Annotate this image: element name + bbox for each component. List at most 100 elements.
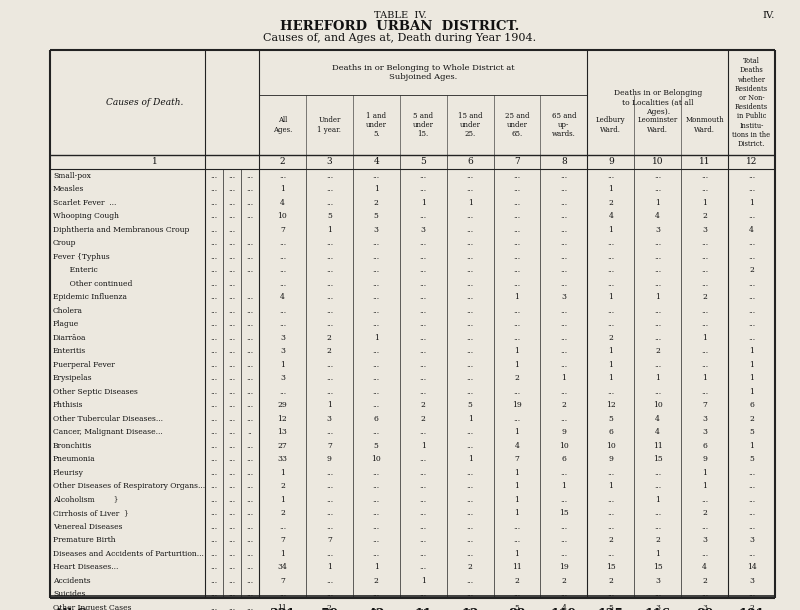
Text: ...: ... [514,280,521,288]
Text: 5: 5 [327,212,332,220]
Text: Plague: Plague [53,320,79,328]
Text: ...: ... [246,483,254,490]
Text: ...: ... [654,239,662,247]
Text: 6: 6 [749,401,754,409]
Text: ...: ... [514,226,521,234]
Text: ...: ... [279,266,286,274]
Text: ...: ... [210,293,218,301]
Text: 4: 4 [655,212,660,220]
Text: 1: 1 [514,468,519,477]
Text: ...: ... [748,172,755,180]
Text: ...: ... [210,226,218,234]
Text: 1: 1 [749,347,754,355]
Text: 2: 2 [374,199,378,207]
Text: ...: ... [560,307,567,315]
Text: ...: ... [373,172,380,180]
Text: 3: 3 [374,226,378,234]
Text: ...: ... [210,253,218,260]
Text: 2: 2 [608,199,614,207]
Text: ...: ... [373,266,380,274]
Text: Puerperal Fever: Puerperal Fever [53,361,114,369]
Text: 1: 1 [374,563,378,571]
Text: ...: ... [701,361,708,369]
Text: ...: ... [701,320,708,328]
Text: ...: ... [607,172,614,180]
Text: 4: 4 [749,226,754,234]
Text: ...: ... [210,468,218,477]
Text: 1: 1 [514,483,519,490]
Text: 11: 11 [699,157,710,167]
Text: ...: ... [654,361,662,369]
Text: ...: ... [229,388,235,396]
Text: 7: 7 [702,401,707,409]
Text: ...: ... [210,307,218,315]
Text: ...: ... [466,185,474,193]
Text: 3: 3 [280,347,285,355]
Text: Premature Birth: Premature Birth [53,536,116,544]
Text: ...: ... [701,266,708,274]
Text: 13: 13 [278,428,287,436]
Text: ...: ... [514,266,521,274]
Text: ...: ... [466,509,474,517]
Text: ...: ... [210,415,218,423]
Text: ...: ... [246,576,254,585]
Text: ...: ... [420,563,426,571]
Text: 1: 1 [608,293,614,301]
Text: ...: ... [246,550,254,558]
Text: ...: ... [229,442,235,450]
Text: 6: 6 [562,455,566,463]
Text: 1: 1 [327,226,332,234]
Text: ...: ... [210,536,218,544]
Text: ...: ... [326,496,333,504]
Text: 15: 15 [606,563,616,571]
Text: Heart Diseases...: Heart Diseases... [53,563,118,571]
Text: 8: 8 [561,157,566,167]
Text: ...: ... [607,496,614,504]
Text: ...: ... [560,536,567,544]
Text: ...: ... [420,375,426,382]
Text: ...: ... [748,185,755,193]
Text: 3: 3 [421,226,426,234]
Text: ...: ... [420,509,426,517]
Text: ...: ... [466,307,474,315]
Text: ...: ... [246,523,254,531]
Text: 119: 119 [551,608,577,610]
Text: ...: ... [326,576,333,585]
Text: ...: ... [246,347,254,355]
Text: ...: ... [748,496,755,504]
Text: ...: ... [326,307,333,315]
Text: ...: ... [210,496,218,504]
Text: 1: 1 [280,468,285,477]
Text: ...: ... [560,172,567,180]
Text: 2: 2 [608,536,614,544]
Text: ...: ... [466,253,474,260]
Text: ...: ... [466,266,474,274]
Text: 4: 4 [655,428,660,436]
Text: 2: 2 [514,375,519,382]
Text: ...: ... [373,428,380,436]
Text: ...: ... [560,266,567,274]
Text: 3: 3 [327,415,332,423]
Text: 2: 2 [421,415,426,423]
Text: 5: 5 [514,604,519,610]
Text: ...: ... [748,307,755,315]
Text: ...: ... [420,388,426,396]
Text: 5: 5 [749,455,754,463]
Text: Other Tubercular Diseases...: Other Tubercular Diseases... [53,415,163,423]
Text: 1: 1 [280,496,285,504]
Text: ...: ... [654,185,662,193]
Text: ...: ... [246,334,254,342]
Text: ...: ... [420,361,426,369]
Text: Leominster
Ward.: Leominster Ward. [638,117,678,134]
Text: ...: ... [420,496,426,504]
Text: Accidents: Accidents [53,576,90,585]
Text: ...: ... [326,590,333,598]
Text: 10: 10 [371,455,381,463]
Text: 3: 3 [749,576,754,585]
Text: 27: 27 [278,442,287,450]
Text: 3: 3 [326,157,332,167]
Text: ...: ... [466,172,474,180]
Text: ...: ... [420,334,426,342]
Text: 4: 4 [374,157,379,167]
Text: 2: 2 [562,576,566,585]
